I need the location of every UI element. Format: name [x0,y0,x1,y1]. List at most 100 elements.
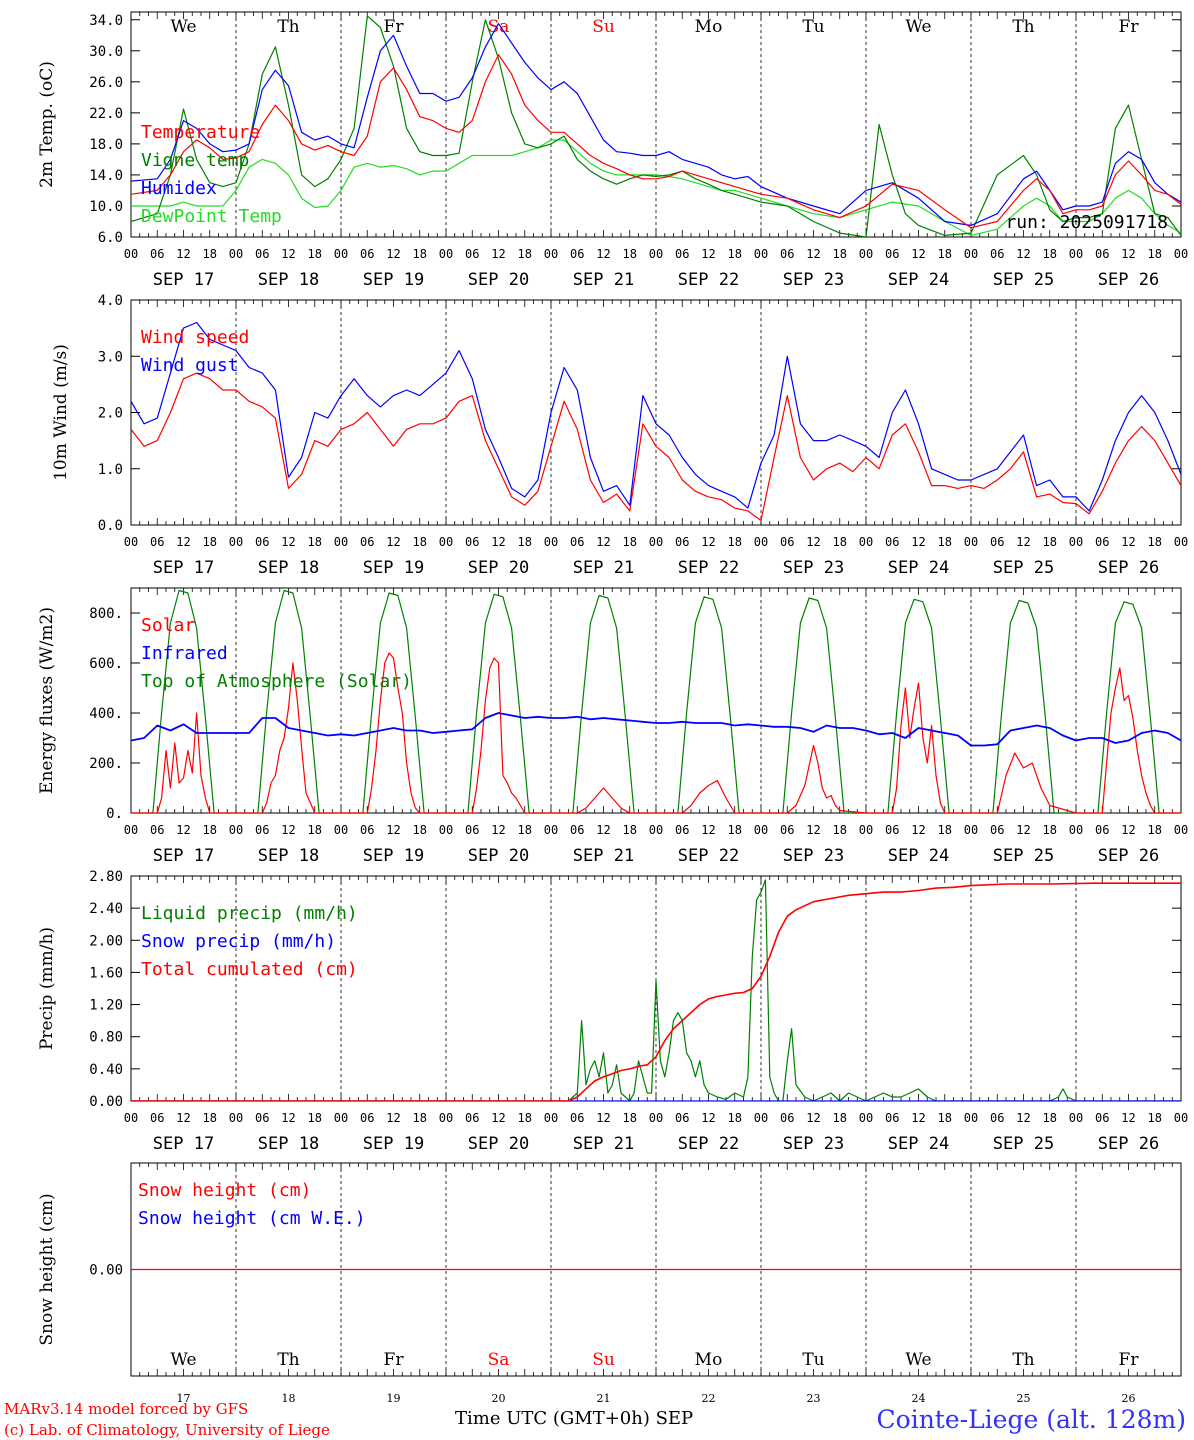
y-tick-label: 4.0 [98,293,123,309]
hour-label: 12 [1016,823,1030,837]
hour-label: 00 [859,247,873,261]
hour-label: 06 [255,247,269,261]
date-label: SEP 24 [888,270,949,290]
hour-label: 18 [1148,823,1162,837]
series-line-liquid-precip-mm-h- [131,879,1181,1101]
date-label: SEP 19 [363,558,424,578]
weekday-label: Th [1012,1350,1034,1370]
date-label: SEP 23 [783,846,844,866]
y-tick-label: 34.0 [89,13,123,29]
hour-label: 06 [465,247,479,261]
date-label: SEP 21 [573,558,634,578]
hour-label: 00 [1069,535,1083,549]
hour-label: 06 [360,1111,374,1125]
hour-label: 12 [176,1111,190,1125]
plot-frame [130,299,1182,526]
hour-label: 12 [806,247,820,261]
hour-label: 12 [281,247,295,261]
date-label: SEP 18 [258,846,319,866]
hour-label: 18 [518,1111,532,1125]
hour-label: 12 [491,823,505,837]
series-line-dewpoint-temp [131,139,1181,236]
hour-label: 18 [413,535,427,549]
series-line-solar [131,652,1181,813]
hour-label: 00 [544,823,558,837]
y-tick-label: 22.0 [89,106,123,122]
hour-label: 18 [623,823,637,837]
y-axis-label: 2m Temp. (oC) [37,61,57,188]
hour-label: 00 [334,535,348,549]
legend-entry: Snow precip (mm/h) [141,931,336,952]
panel-4: 0.00 0.40 0.80 1.20 1.60 2.00 2.40 2.80 Precip (… [37,869,1188,1154]
hour-label: 12 [1121,823,1135,837]
weekday-label: We [170,1350,196,1370]
hour-label: 00 [439,1111,453,1125]
date-label: SEP 17 [153,1134,214,1154]
date-label: SEP 19 [363,1134,424,1154]
hour-label: 12 [1016,1111,1030,1125]
hour-label: 18 [623,535,637,549]
day-number-label: 19 [387,1392,401,1405]
hour-label: 00 [649,823,663,837]
hour-label: 12 [491,535,505,549]
hour-label: 06 [1095,1111,1109,1125]
date-label: SEP 19 [363,846,424,866]
hour-label: 00 [754,247,768,261]
hour-label: 00 [124,535,138,549]
weekday-label: Fr [384,17,405,37]
hour-label: 18 [938,247,952,261]
y-axis-label: 10m Wind (m/s) [51,344,71,481]
weekday-label: Su [592,1350,615,1370]
hour-label: 00 [859,535,873,549]
y-tick-label: 2.40 [89,901,123,917]
legend-entry: Infrared [141,643,228,664]
date-label: SEP 21 [573,1134,634,1154]
hour-label: 00 [649,535,663,549]
day-number-label: 22 [702,1392,716,1405]
hour-label: 06 [150,1111,164,1125]
weekday-label: Tu [802,1350,824,1370]
hour-label: 18 [203,247,217,261]
date-label: SEP 26 [1098,1134,1159,1154]
date-label: SEP 18 [258,270,319,290]
panel-3: 0. 200. 400. 600. 800. Energy fluxes (W/m2) 00… [37,587,1188,866]
hour-label: 00 [124,823,138,837]
hour-label: 18 [623,1111,637,1125]
hour-label: 00 [544,247,558,261]
date-label: SEP 23 [783,270,844,290]
hour-label: 12 [386,247,400,261]
y-axis-label: Energy fluxes (W/m2) [37,607,57,794]
hour-label: 18 [833,535,847,549]
hour-label: 00 [544,535,558,549]
hour-label: 06 [150,823,164,837]
hour-label: 18 [833,247,847,261]
day-number-label: 24 [912,1392,926,1405]
date-label: SEP 25 [993,558,1054,578]
footer-credit-line: (c) Lab. of Climatology, University of L… [4,1421,330,1439]
hour-label: 18 [728,247,742,261]
y-tick-label: 200. [89,756,123,772]
hour-label: 06 [1095,247,1109,261]
hour-label: 06 [675,247,689,261]
hour-label: 18 [833,823,847,837]
hour-label: 18 [1043,247,1057,261]
hour-label: 18 [518,823,532,837]
y-tick-label: 18.0 [89,137,123,153]
weekday-label: Fr [384,1350,405,1370]
hour-label: 06 [570,1111,584,1125]
hour-label: 06 [465,535,479,549]
hour-label: 06 [1095,823,1109,837]
hour-label: 12 [386,823,400,837]
date-label: SEP 26 [1098,270,1159,290]
date-label: SEP 18 [258,1134,319,1154]
date-label: SEP 20 [468,1134,529,1154]
hour-label: 00 [229,247,243,261]
date-label: SEP 25 [993,270,1054,290]
hour-label: 18 [1148,1111,1162,1125]
hour-label: 12 [806,535,820,549]
y-tick-label: 14.0 [89,168,123,184]
date-label: SEP 24 [888,846,949,866]
legend-entry: Liquid precip (mm/h) [141,903,358,924]
hour-label: 00 [754,823,768,837]
y-axis-label: Snow height (cm) [37,1193,57,1345]
